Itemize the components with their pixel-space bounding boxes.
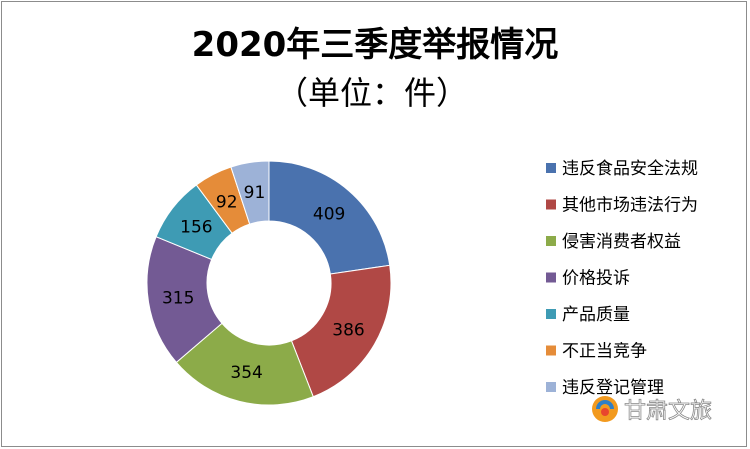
legend-label: 其他市场违法行为: [562, 196, 698, 216]
chart-title: 2020年三季度举报情况: [192, 25, 559, 65]
watermark-dot-icon: [601, 408, 609, 416]
data-label: 354: [230, 363, 262, 383]
donut-slice: [290, 264, 392, 398]
legend-swatch: [546, 199, 556, 210]
data-label: 409: [313, 204, 345, 224]
donut-slice: [230, 160, 270, 225]
donut-slice: [175, 322, 314, 406]
watermark-logo: 甘肃文旅: [592, 396, 712, 424]
data-label: 386: [332, 320, 364, 340]
data-label: 91: [244, 183, 266, 203]
legend-label: 价格投诉: [562, 269, 630, 289]
watermark-swirl-icon: [596, 400, 614, 410]
chart-subtitle: （单位：件）: [276, 74, 468, 112]
legend-swatch: [546, 272, 556, 283]
legend-swatch: [546, 236, 556, 246]
legend-label: 产品质量: [562, 305, 630, 325]
legend-swatch: [546, 345, 556, 356]
legend-label: 侵害消费者权益: [562, 232, 681, 252]
legend: 违反食品安全法规其他市场违法行为侵害消费者权益价格投诉产品质量不正当竞争违反登记…: [546, 159, 698, 398]
legend-label: 违反登记管理: [562, 378, 664, 398]
legend-label: 不正当竞争: [562, 342, 647, 362]
legend-swatch: [546, 309, 556, 319]
data-label: 92: [216, 192, 238, 212]
data-label: 315: [162, 289, 194, 309]
legend-swatch: [546, 163, 556, 173]
donut-slices: [146, 160, 392, 406]
legend-label: 违反食品安全法规: [562, 159, 698, 179]
data-label: 156: [180, 218, 212, 238]
donut-slice: [268, 160, 391, 275]
legend-swatch: [546, 382, 556, 392]
watermark-text: 甘肃文旅: [624, 399, 712, 424]
